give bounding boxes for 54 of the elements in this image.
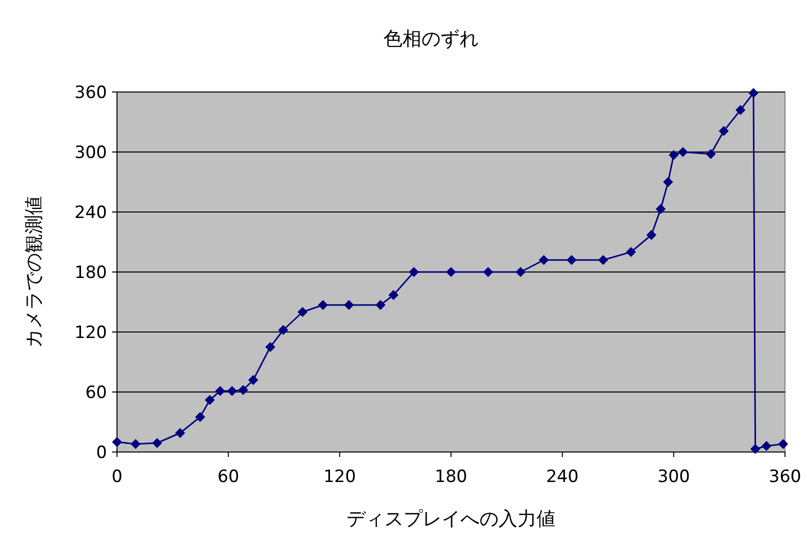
chart-title: 色相のずれ [384,28,478,50]
point [646,230,656,240]
point [778,439,788,449]
point [706,149,716,159]
point [663,177,674,187]
point [204,395,215,405]
x-axis-title: ディスプレイへの入力値 [346,508,556,530]
point [344,300,354,310]
x-tick-label: 360 [768,467,802,487]
point [761,441,772,451]
point [538,255,549,265]
x-tick-label: 240 [546,467,579,487]
point [735,105,746,115]
point [566,255,577,265]
point [375,300,386,310]
point [195,412,206,422]
point [750,444,760,454]
point [215,386,226,396]
point [718,126,729,136]
point [668,150,679,160]
y-tick-label: 360 [74,83,107,103]
point [175,428,186,438]
y-tick-label: 300 [74,143,107,163]
y-tick-label: 0 [96,443,107,463]
point [678,147,688,157]
y-axis-title: カメラでの観測値 [23,196,45,348]
x-tick-label: 180 [434,467,468,487]
point [446,267,456,277]
point [238,385,248,395]
point [298,307,308,317]
point [598,255,608,265]
x-tick-label: 120 [323,467,356,487]
point [656,204,666,214]
x-tick-label: 300 [657,467,690,487]
point [483,267,494,277]
y-tick-label: 120 [74,323,107,343]
point [318,300,328,310]
y-tick-label: 240 [74,203,107,223]
point [748,88,758,98]
y-tick-label: 60 [85,383,107,403]
y-tick-label: 180 [74,263,107,283]
point [626,247,636,257]
x-tick-label: 0 [112,467,122,487]
point [152,438,162,448]
point [130,439,141,449]
point [248,375,258,385]
point [408,267,419,277]
point [516,267,526,277]
point [388,290,398,300]
point [265,342,276,352]
point [278,325,288,335]
point [112,437,122,447]
point [227,386,238,396]
x-tick-label: 60 [218,467,240,487]
